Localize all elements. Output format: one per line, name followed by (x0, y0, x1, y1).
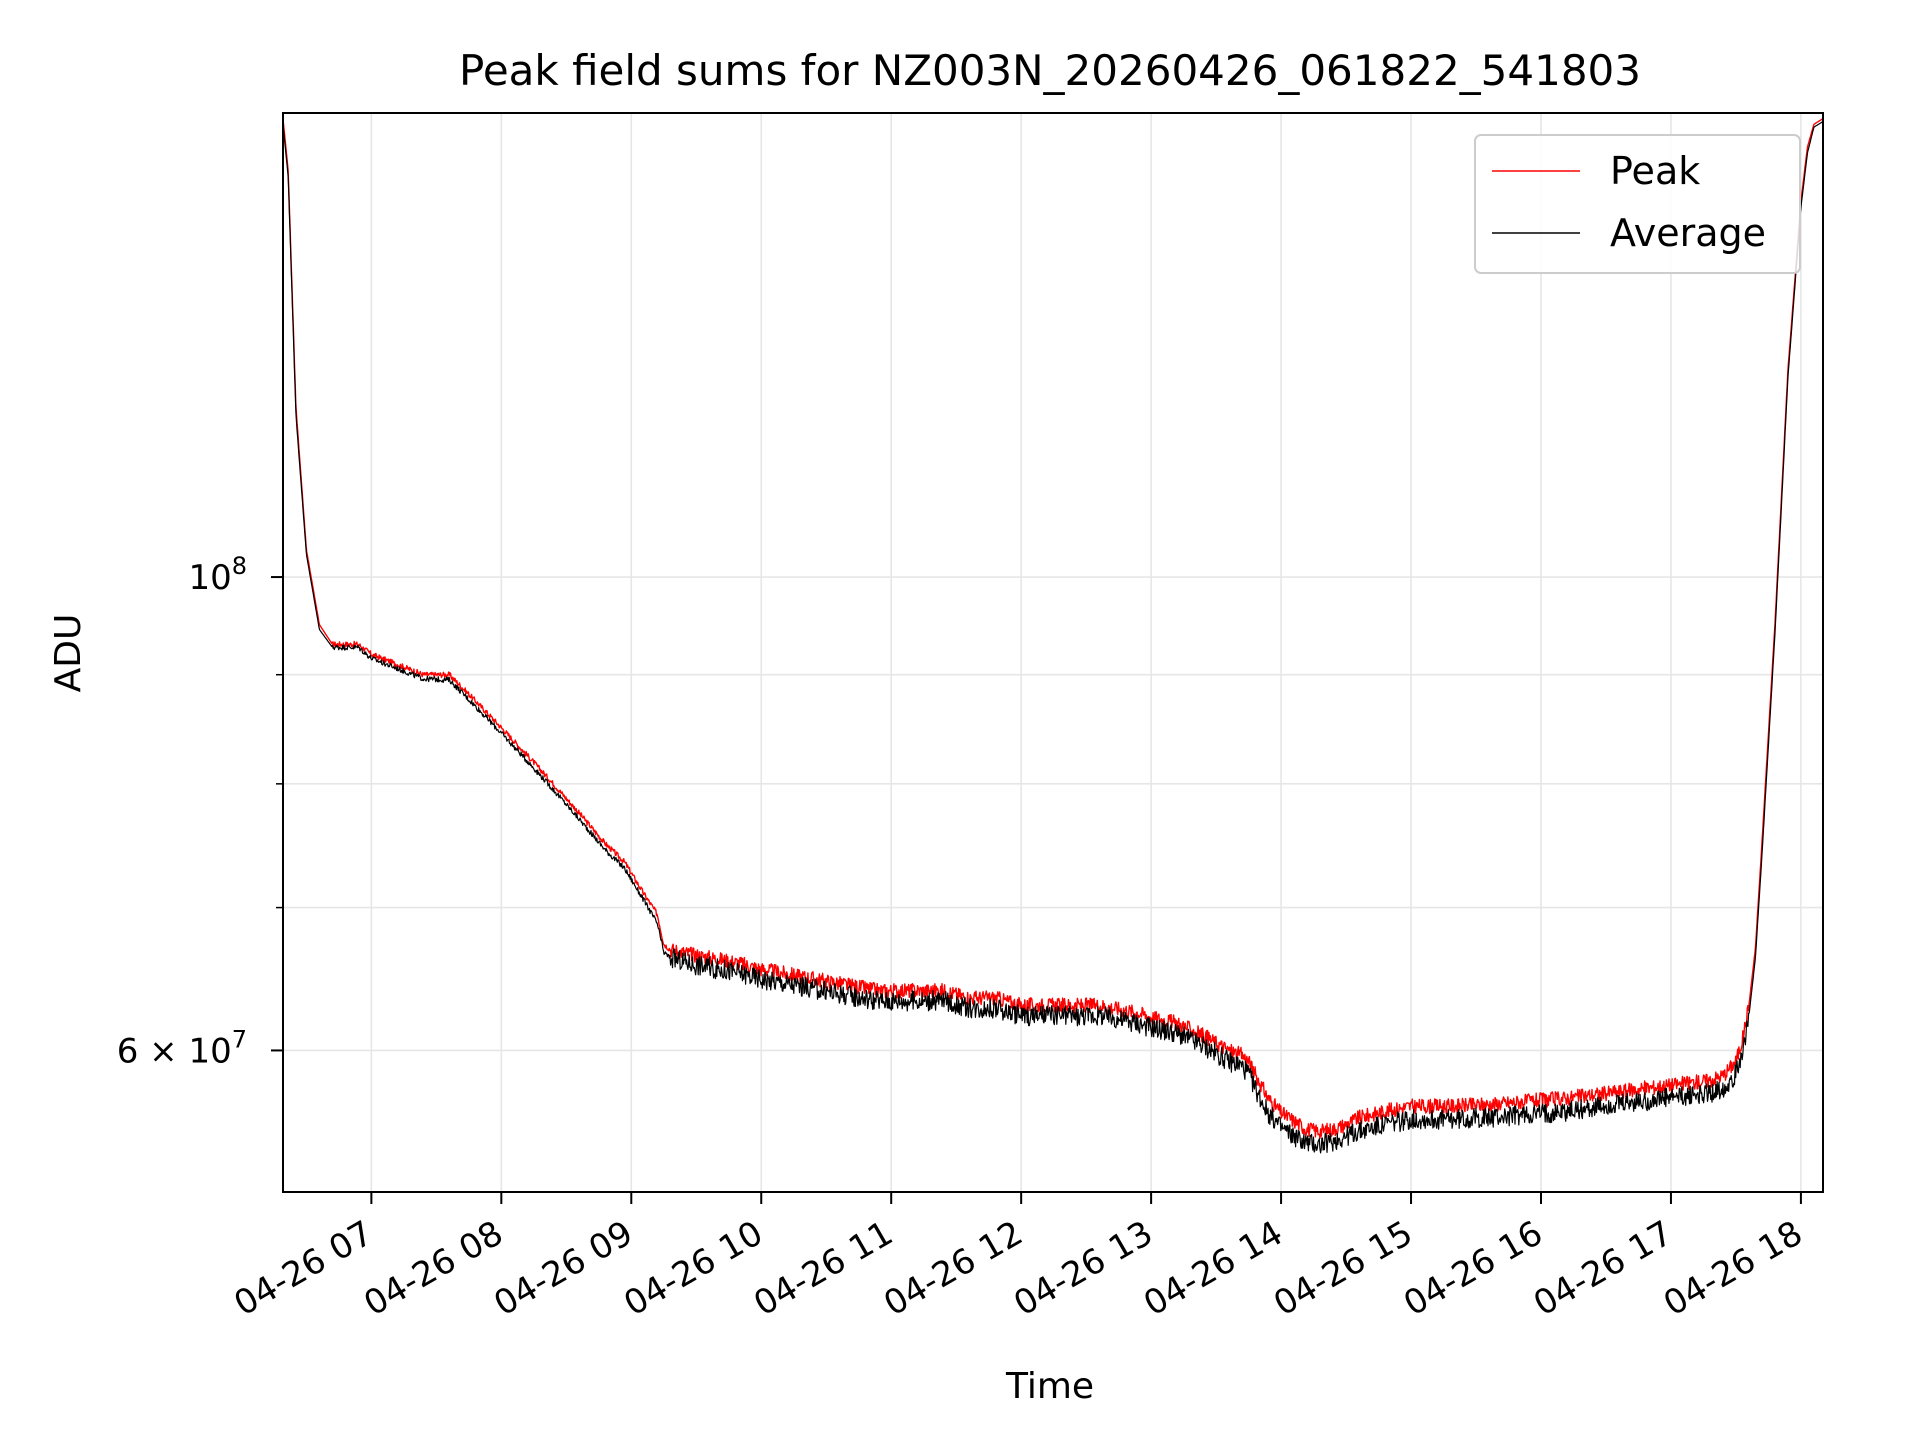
series-line-average (282, 121, 1824, 1154)
chart-title: Peak field sums for NZ003N_20260426_0618… (459, 46, 1641, 95)
plot-frame (282, 112, 1824, 1193)
x-axis-label: Time (1005, 1366, 1094, 1407)
series-layer (282, 118, 1824, 1154)
legend-label-average: Average (1610, 211, 1766, 255)
y-tick-label: 108 (188, 552, 247, 598)
series-line-peak (282, 118, 1824, 1140)
y-tick-label: 6 × 107 (117, 1025, 247, 1071)
legend: Peak Average (1474, 134, 1801, 274)
y-axis-ticks: 108 6 × 107 (117, 552, 283, 1071)
legend-label-peak: Peak (1610, 149, 1700, 193)
y-axis-label: ADU (48, 614, 89, 693)
legend-box (1474, 134, 1801, 274)
grid (283, 113, 1823, 1192)
